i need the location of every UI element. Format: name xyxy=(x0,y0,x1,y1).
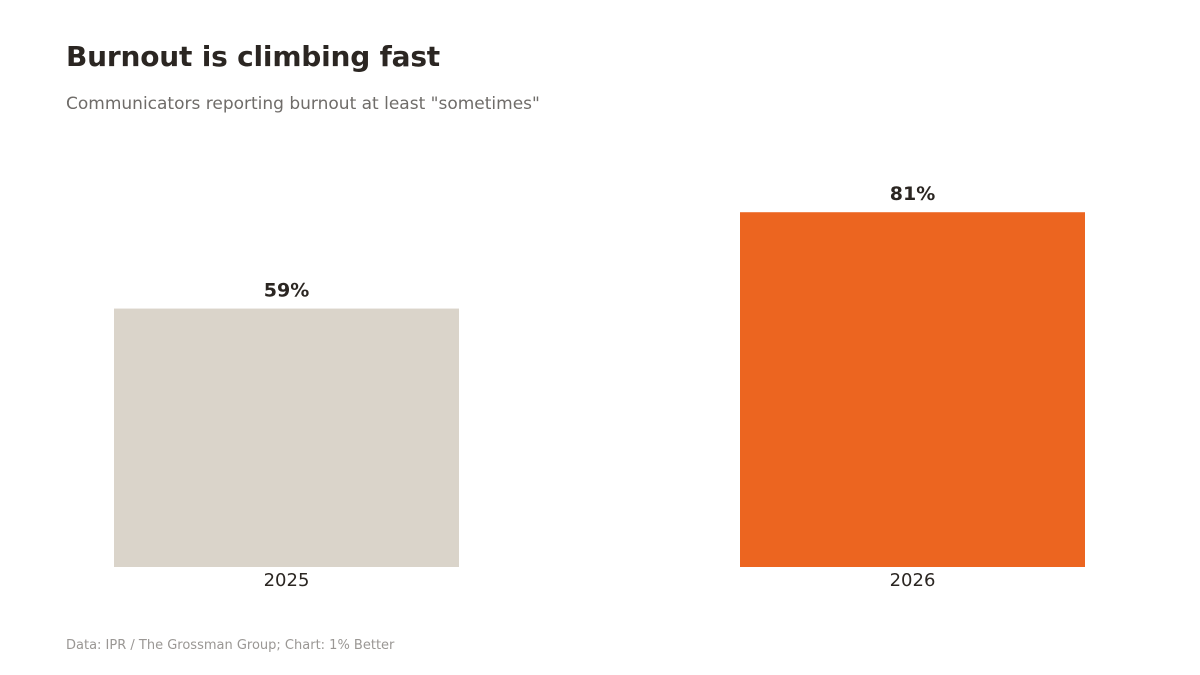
value-label-2025: 59% xyxy=(264,280,309,302)
chart-subtitle: Communicators reporting burnout at least… xyxy=(66,94,540,114)
x-tick-label-2026: 2026 xyxy=(890,570,936,591)
chart-title: Burnout is climbing fast xyxy=(66,40,440,73)
source-note: Data: IPR / The Grossman Group; Chart: 1… xyxy=(66,638,395,653)
value-label-2026: 81% xyxy=(890,183,935,205)
x-tick-label-2025: 2025 xyxy=(264,570,310,591)
bar-2025 xyxy=(114,308,459,567)
bar-2026 xyxy=(740,212,1085,567)
